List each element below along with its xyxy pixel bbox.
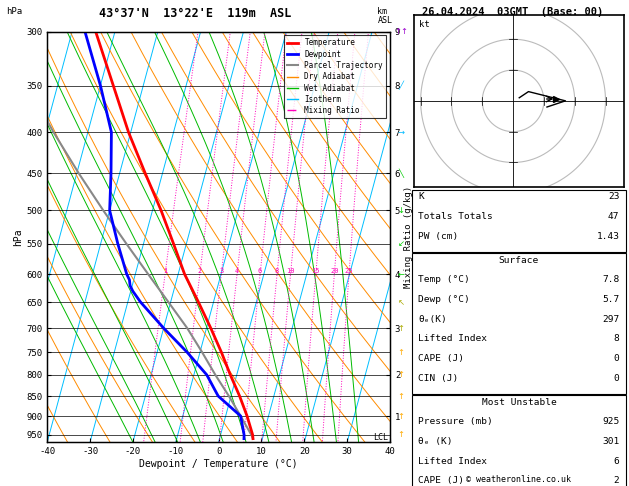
Text: ↑: ↑ <box>398 324 404 332</box>
Text: 4: 4 <box>235 268 239 274</box>
Text: 5.7: 5.7 <box>602 295 620 304</box>
Text: 8: 8 <box>275 268 279 274</box>
Text: ↖: ↖ <box>398 297 404 307</box>
Text: 26.04.2024  03GMT  (Base: 00): 26.04.2024 03GMT (Base: 00) <box>422 7 603 17</box>
Legend: Temperature, Dewpoint, Parcel Trajectory, Dry Adiabat, Wet Adiabat, Isotherm, Mi: Temperature, Dewpoint, Parcel Trajectory… <box>284 35 386 118</box>
Text: 297: 297 <box>602 315 620 324</box>
Text: 2: 2 <box>198 268 202 274</box>
Text: ↙: ↙ <box>398 239 404 248</box>
Text: © weatheronline.co.uk: © weatheronline.co.uk <box>467 474 571 484</box>
Text: ↑: ↑ <box>398 392 404 400</box>
Text: 15: 15 <box>311 268 320 274</box>
Text: 3: 3 <box>219 268 223 274</box>
Text: 7.8: 7.8 <box>602 276 620 284</box>
Text: Pressure (mb): Pressure (mb) <box>418 417 493 426</box>
Text: K: K <box>418 192 424 202</box>
Text: ↑: ↑ <box>398 431 404 439</box>
Text: 0: 0 <box>614 354 620 363</box>
Text: CIN (J): CIN (J) <box>418 374 459 383</box>
Y-axis label: hPa: hPa <box>13 228 23 246</box>
Text: 2: 2 <box>614 476 620 486</box>
Text: ↑: ↑ <box>398 348 404 357</box>
Bar <box>412 190 626 252</box>
Text: 20: 20 <box>330 268 338 274</box>
Text: Temp (°C): Temp (°C) <box>418 276 470 284</box>
Text: 6: 6 <box>614 457 620 466</box>
Text: 23: 23 <box>608 192 620 202</box>
Text: 10: 10 <box>286 268 295 274</box>
Text: 1.43: 1.43 <box>596 232 620 241</box>
Text: ↑: ↑ <box>398 412 404 420</box>
Text: 925: 925 <box>602 417 620 426</box>
Text: ↑: ↑ <box>398 370 404 380</box>
Bar <box>412 253 626 394</box>
Text: ╱: ╱ <box>399 81 403 90</box>
Text: θₑ(K): θₑ(K) <box>418 315 447 324</box>
Text: 301: 301 <box>602 437 620 446</box>
X-axis label: Dewpoint / Temperature (°C): Dewpoint / Temperature (°C) <box>139 459 298 469</box>
Text: 47: 47 <box>608 212 620 221</box>
Y-axis label: Mixing Ratio (g/kg): Mixing Ratio (g/kg) <box>404 186 413 288</box>
Text: →: → <box>398 128 404 137</box>
Text: 8: 8 <box>614 334 620 344</box>
Text: PW (cm): PW (cm) <box>418 232 459 241</box>
Text: 6: 6 <box>258 268 262 274</box>
Text: Lifted Index: Lifted Index <box>418 334 487 344</box>
Text: ↑↑: ↑↑ <box>394 27 408 36</box>
Text: ↓: ↓ <box>398 206 404 215</box>
Text: 43°37'N  13°22'E  119m  ASL: 43°37'N 13°22'E 119m ASL <box>99 7 291 20</box>
Text: ←: ← <box>398 270 404 278</box>
Text: CAPE (J): CAPE (J) <box>418 476 464 486</box>
Text: Totals Totals: Totals Totals <box>418 212 493 221</box>
Text: km
ASL: km ASL <box>377 7 392 25</box>
Bar <box>412 395 626 486</box>
Text: ╲: ╲ <box>399 169 403 178</box>
Text: hPa: hPa <box>6 7 23 17</box>
Text: LCL: LCL <box>373 434 388 442</box>
Text: kt: kt <box>419 20 430 29</box>
Text: Most Unstable: Most Unstable <box>482 398 556 407</box>
Text: Dewp (°C): Dewp (°C) <box>418 295 470 304</box>
Text: θₑ (K): θₑ (K) <box>418 437 453 446</box>
Text: 1: 1 <box>163 268 167 274</box>
Text: Lifted Index: Lifted Index <box>418 457 487 466</box>
Text: 0: 0 <box>614 374 620 383</box>
Text: 25: 25 <box>345 268 353 274</box>
Text: CAPE (J): CAPE (J) <box>418 354 464 363</box>
Text: Surface: Surface <box>499 256 539 265</box>
